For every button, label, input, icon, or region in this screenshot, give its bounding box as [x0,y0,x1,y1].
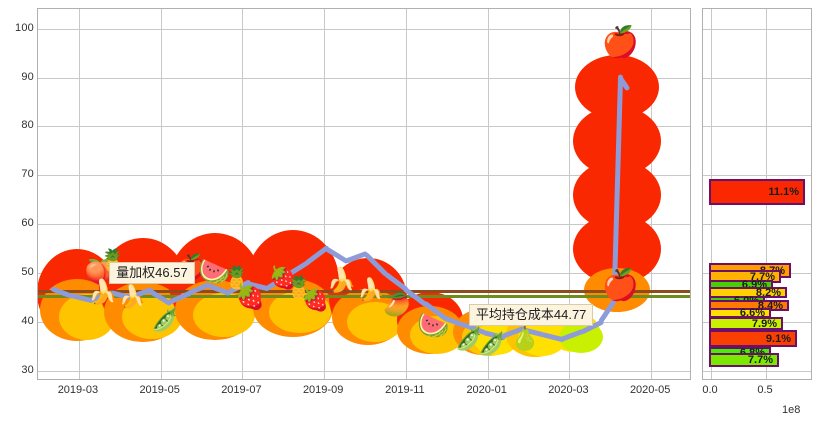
gridline-vertical [78,9,80,379]
gridline-vertical [324,9,326,379]
gridline-horizontal [703,77,811,79]
position-distribution-plot[interactable]: 11.1%8.7%7.7%6.9%8.2%6.0%8.4%6.6%7.9%9.1… [702,8,812,380]
price-plot[interactable]: 🍑🍍🍌🍌🫛🍎🍉🍍🍓🍓🍍🍓🍌🍌🥭🍉🫛🫛🍐🍎🍎 量加权46.57平均持仓成本44.7… [37,8,691,380]
y-tick-label: 40 [21,315,34,328]
distribution-bar[interactable]: 9.1% [709,330,797,347]
fruit-sticker: 🍓 [235,283,266,311]
x-tick-label: 2019-09 [302,384,344,396]
fruit-sticker: 🍓 [301,287,330,313]
fruit-sticker: 🍌 [118,283,146,309]
x-tick-label: 2020-03 [548,384,589,396]
x-tick-label: 2020-01 [466,384,507,396]
annotation-avg-cost: 平均持仓成本44.77 [468,304,594,327]
distribution-bar[interactable]: 7.7% [709,353,779,367]
fruit-sticker: 🍉 [417,309,450,340]
distribution-bar-label: 7.9% [751,317,777,330]
gridline-horizontal [703,371,811,373]
distribution-x-tick-label: 0.5 [757,384,773,396]
fruit-sticker: 🫛 [455,326,483,352]
fruit-sticker: 🍌 [357,277,385,303]
gridline-horizontal [703,175,811,177]
fruit-sticker: 🍎 [601,268,640,302]
distribution-bar-label: 7.7% [747,354,773,366]
gridline-horizontal [38,126,690,128]
y-tick-label: 80 [21,119,34,132]
distribution-bar[interactable]: 7.9% [709,317,783,330]
gridline-vertical [569,9,571,379]
x-tick-label: 2019-05 [139,384,180,396]
gridline-horizontal [38,175,690,177]
distribution-bar-label: 8.2% [755,286,781,299]
x-tick-label: 2019-11 [385,384,425,396]
fruit-sticker: 🍍 [223,265,251,291]
distribution-bar-label: 9.1% [765,332,791,345]
fruit-sticker: 🍌 [326,266,357,294]
gridline-horizontal [38,371,690,373]
gridline-vertical [405,9,407,379]
x-tick-label: 2019-07 [221,384,262,396]
fruit-sticker: 🫛 [151,306,179,332]
annotation-vwap: 量加权46.57 [109,262,195,285]
fruit-sticker: 🍉 [198,255,231,286]
fruit-sticker: 🥭 [383,292,411,318]
axis-exponent-label: 1e8 [782,404,801,416]
gridline-horizontal [38,28,690,30]
fruit-sticker: 🍐 [509,325,540,353]
y-tick-label: 50 [21,266,34,279]
y-tick-label: 100 [15,21,34,34]
price-line-segment [598,298,618,324]
fruit-sticker: 🍍 [285,275,313,300]
distribution-bar-label: 6.6% [739,307,765,319]
gridline-horizontal [38,224,690,226]
fruit-sticker: 🫛 [478,331,506,357]
gridline-vertical [242,9,244,379]
gridline-horizontal [38,77,690,79]
reference-line-vwap-line [38,290,690,294]
y-tick-label: 70 [21,168,34,181]
reference-line-avg-cost-line [38,294,690,298]
distribution-x-tick-label: 0.0 [702,384,718,396]
y-tick-label: 30 [21,364,34,377]
x-tick-label: 2019-03 [57,384,99,396]
distribution-bar-label: 7.7% [749,270,775,283]
gridline-vertical [487,9,489,379]
distribution-bar[interactable]: 11.1% [709,179,805,205]
y-tick-label: 90 [21,70,34,83]
fruit-sticker: 🍓 [268,265,297,291]
gridline-horizontal [703,126,811,128]
fruit-sticker: 🍎 [601,26,640,60]
x-tick-label: 2020-05 [629,384,671,396]
gridline-horizontal [703,224,811,226]
fruit-sticker: 🍌 [88,278,119,306]
distribution-bar-label: 11.1% [768,186,799,198]
gridline-horizontal [703,28,811,30]
gridline-vertical [651,9,653,379]
gridline-vertical [160,9,162,379]
y-tick-label: 60 [21,217,34,230]
